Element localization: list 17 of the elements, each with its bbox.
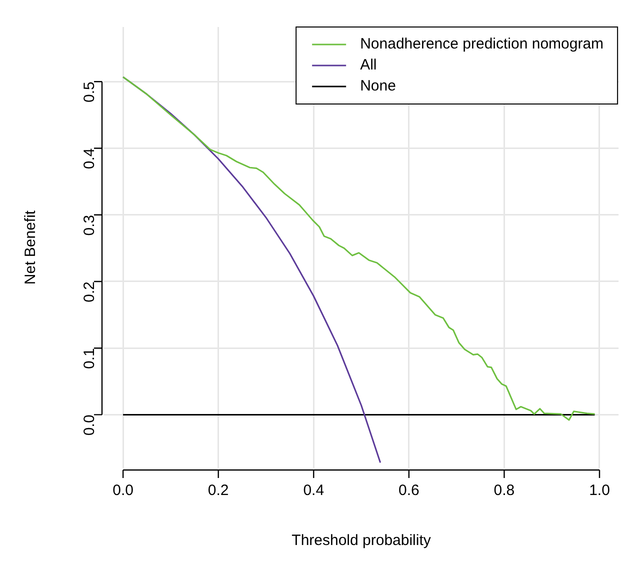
y-axis-title: Net Benefit: [22, 210, 40, 285]
y-tick-label: 0.3: [81, 214, 98, 236]
y-tick-label: 0.5: [81, 82, 98, 102]
x-tick-label: 0.4: [303, 482, 324, 500]
legend-label: None: [360, 78, 396, 95]
y-tick-label: 0.4: [81, 148, 98, 170]
legend-label: Nonadherence prediction nomogram: [360, 36, 604, 53]
y-tick-label: 0.1: [81, 348, 98, 369]
x-tick-label: 0.2: [208, 482, 229, 500]
legend-label: All: [360, 56, 377, 74]
y-tick-label: 0.2: [81, 281, 98, 302]
x-tick-label: 0.8: [494, 482, 515, 500]
x-tick-label: 0.6: [398, 482, 420, 500]
x-axis-title: Threshold probability: [292, 532, 432, 550]
y-tick-label: 0.0: [81, 414, 98, 436]
x-tick-label: 1.0: [589, 482, 610, 500]
x-tick-label: 0.0: [112, 482, 134, 500]
